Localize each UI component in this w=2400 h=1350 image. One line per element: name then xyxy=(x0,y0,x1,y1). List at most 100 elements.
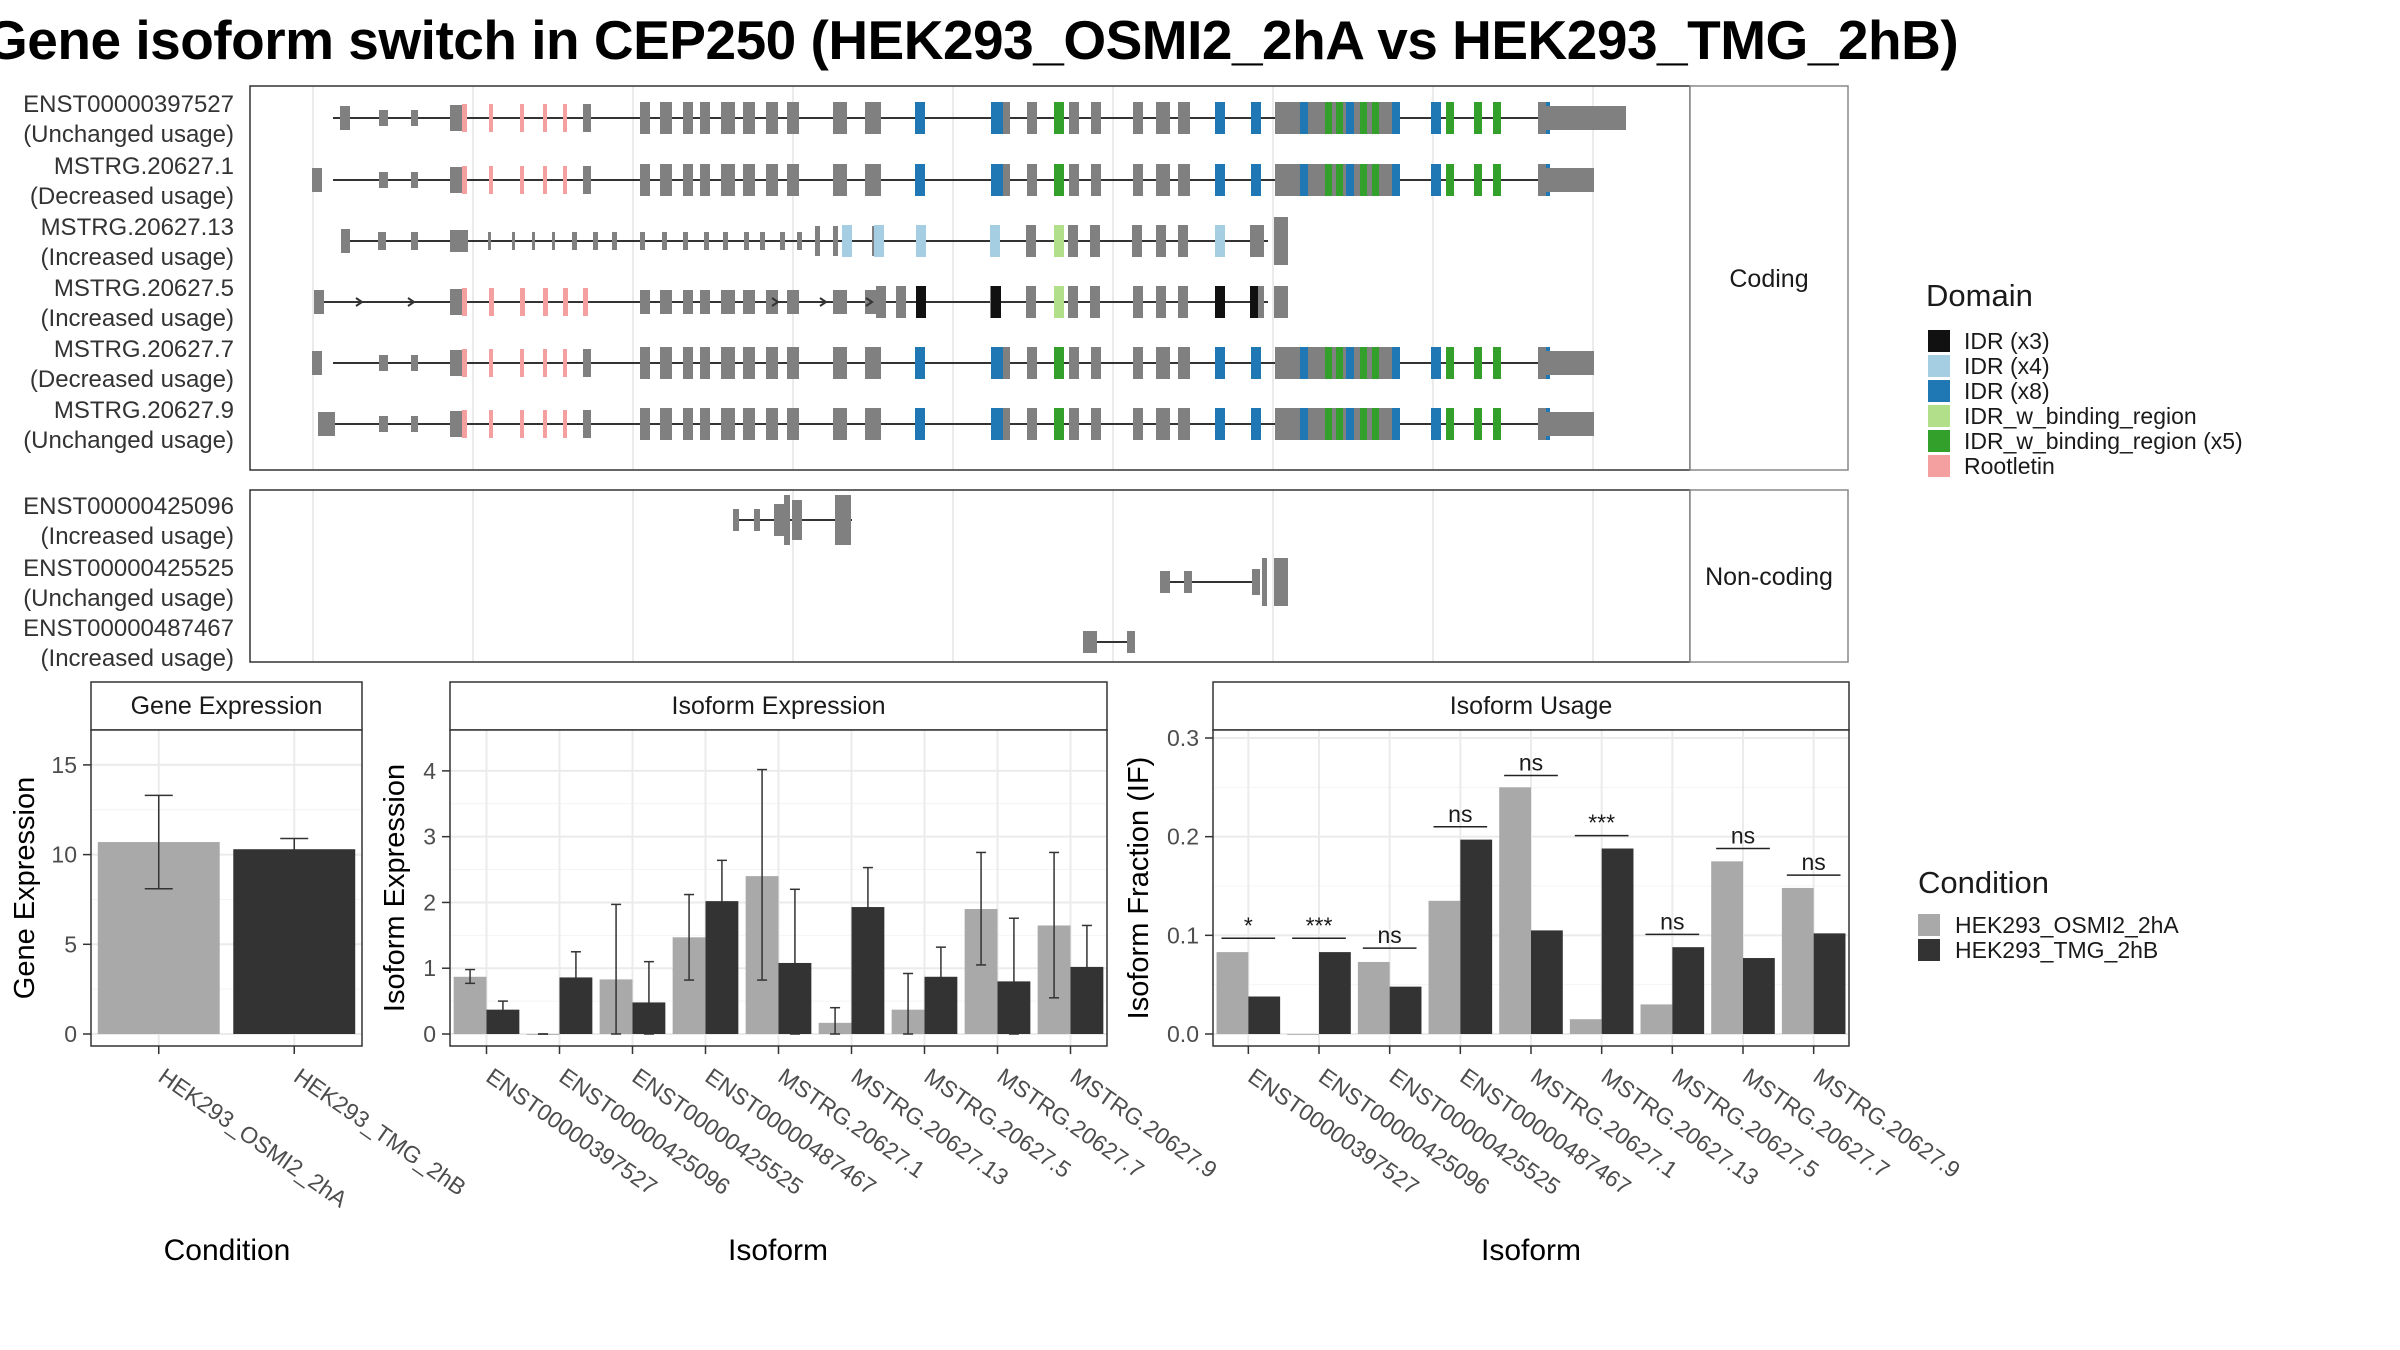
exon xyxy=(1156,408,1170,440)
exon xyxy=(379,172,388,188)
coding-strip-label: Coding xyxy=(1729,265,1808,293)
exon xyxy=(760,232,765,250)
exon xyxy=(1054,408,1064,440)
exon xyxy=(787,408,799,440)
exon xyxy=(662,232,667,250)
exon xyxy=(915,408,925,440)
exon xyxy=(1083,631,1097,653)
exon xyxy=(1156,164,1170,196)
strip-box xyxy=(1689,85,1849,471)
y-tick-label: 0.2 xyxy=(1167,824,1199,850)
significance-label: ns xyxy=(1660,908,1684,934)
bar xyxy=(1319,952,1351,1034)
exon xyxy=(1251,164,1261,196)
significance-label: * xyxy=(1244,912,1253,938)
exon xyxy=(520,104,524,132)
exon xyxy=(1091,102,1101,134)
exon xyxy=(583,410,591,438)
bar xyxy=(453,976,487,1034)
exon xyxy=(1054,164,1064,196)
panel-strip xyxy=(449,681,1108,731)
exon xyxy=(563,349,567,377)
exon xyxy=(543,410,547,438)
exon xyxy=(583,288,588,316)
condition-legend-swatch xyxy=(1918,939,1940,961)
exon xyxy=(1000,408,1010,440)
exon xyxy=(1274,217,1288,265)
exon xyxy=(1346,347,1354,379)
exon xyxy=(1474,164,1482,196)
exon xyxy=(1274,286,1288,318)
exon xyxy=(1372,347,1379,379)
exon xyxy=(1054,286,1064,318)
exon xyxy=(1300,408,1308,440)
exon xyxy=(640,232,645,250)
strand-arrow xyxy=(407,297,416,307)
exon xyxy=(1215,408,1225,440)
exon xyxy=(721,164,735,196)
exon xyxy=(1090,225,1100,257)
strand-arrow xyxy=(355,297,364,307)
exon xyxy=(379,355,388,371)
exon xyxy=(743,164,755,196)
exon xyxy=(660,347,672,379)
strand-arrow xyxy=(865,297,874,307)
exon xyxy=(583,104,591,132)
exon xyxy=(489,166,493,194)
exon xyxy=(787,102,799,134)
plot-border xyxy=(90,729,363,1047)
exon xyxy=(1178,408,1190,440)
exon xyxy=(1091,164,1101,196)
exon xyxy=(1054,347,1064,379)
isoform-row-label: MSTRG.20627.7 xyxy=(54,336,234,363)
y-tick-label: 0 xyxy=(423,1021,436,1047)
exon xyxy=(835,495,851,545)
exon xyxy=(462,410,467,438)
exon xyxy=(833,347,847,379)
exon xyxy=(1346,102,1354,134)
exon xyxy=(700,102,710,134)
exon xyxy=(1178,347,1190,379)
exon xyxy=(683,347,693,379)
panel-title: Isoform Expression xyxy=(672,692,886,720)
exon xyxy=(683,290,693,314)
exon xyxy=(1538,164,1546,196)
exon xyxy=(1474,408,1482,440)
exon xyxy=(520,410,524,438)
exon xyxy=(1325,347,1332,379)
exon xyxy=(683,232,688,250)
exon xyxy=(1360,164,1367,196)
exon xyxy=(915,164,925,196)
isoform-row-label: ENST00000397527 xyxy=(23,91,234,118)
exon xyxy=(876,286,886,318)
y-tick-label: 10 xyxy=(51,842,77,868)
exon xyxy=(916,286,926,318)
exon xyxy=(640,164,650,196)
isoform-usage-label: (Increased usage) xyxy=(41,645,234,672)
y-tick-label: 2 xyxy=(423,889,436,915)
exon xyxy=(1156,286,1166,318)
domain-legend-swatch xyxy=(1928,330,1950,352)
exon xyxy=(489,288,494,316)
exon xyxy=(318,412,335,436)
exon xyxy=(462,288,467,316)
exon xyxy=(1069,164,1079,196)
bar xyxy=(1601,848,1634,1034)
exon xyxy=(1538,102,1546,134)
exon xyxy=(704,232,709,250)
exon xyxy=(543,104,547,132)
isoform-usage-label: (Decreased usage) xyxy=(30,366,234,393)
significance-label: ns xyxy=(1448,801,1472,827)
panel-strip xyxy=(1212,681,1850,731)
y-tick-label: 0.3 xyxy=(1167,725,1199,751)
exon xyxy=(1336,347,1343,379)
exon xyxy=(700,347,710,379)
exon xyxy=(1178,225,1188,257)
significance-label: ns xyxy=(1378,922,1402,948)
exon xyxy=(1392,164,1400,196)
exon xyxy=(1027,408,1037,440)
exon xyxy=(450,289,462,315)
y-tick-label: 5 xyxy=(64,931,77,957)
exon xyxy=(1431,164,1441,196)
exon xyxy=(1090,286,1100,318)
